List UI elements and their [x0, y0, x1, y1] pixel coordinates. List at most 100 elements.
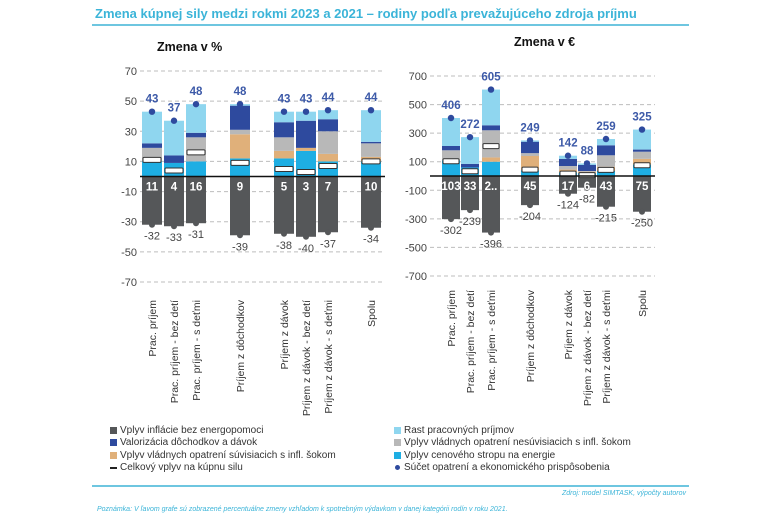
total-effect-marker	[633, 162, 651, 169]
bar-segment-valorization	[461, 163, 479, 168]
total-effect-marker	[578, 172, 596, 179]
legend-item-sum: Súčet opatrení a ekonomického prispôsobe…	[394, 462, 631, 475]
sum-dot	[302, 108, 310, 115]
x-category-label: Príjem z dávok - bez detí	[582, 290, 594, 406]
legend-label: Rast pracovných príjmov	[404, 424, 515, 436]
sum-label: 44	[322, 92, 335, 104]
bar-segment-inflation	[559, 176, 577, 194]
bar-segment-energy-cap	[142, 161, 162, 177]
total-effect-label: 11	[146, 182, 159, 194]
bar-end-dot	[281, 230, 287, 237]
x-category-label: Prac. príjem	[446, 290, 458, 347]
bar-end-dot	[237, 232, 243, 239]
legend-left: Vplyv inflácie bez energopomoci Valorizá…	[110, 424, 336, 474]
bar-segment-valorization	[296, 120, 316, 148]
bar-segment-wage-growth	[361, 110, 381, 142]
sum-dot	[564, 152, 572, 159]
y-tick-label: 50	[125, 96, 137, 108]
sum-dot	[466, 133, 474, 141]
bar-segment-wage-growth	[274, 111, 294, 123]
sum-dot	[447, 114, 455, 122]
y-tick-label: 10	[125, 156, 137, 168]
y-tick-label: 700	[409, 71, 427, 83]
legend-item-wage-growth: Rast pracovných príjmov	[394, 424, 631, 437]
total-effect-label: 103	[441, 181, 460, 193]
bar-segment-gov-non-infl	[633, 151, 651, 159]
x-category-label: Príjem z dôchodkov	[525, 289, 537, 382]
bar-segment-gov-non-infl	[442, 150, 460, 161]
footer-divider	[92, 485, 689, 487]
legend-label: Vplyv vládnych opatrení súvisiacich s in…	[120, 449, 336, 461]
sum-label: 37	[168, 103, 181, 115]
x-category-label: Spolu	[366, 300, 378, 327]
sum-label: 48	[234, 86, 247, 98]
sum-dot	[638, 126, 646, 133]
x-category-label: Spolu	[637, 290, 649, 317]
negative-label: -82	[579, 194, 595, 206]
x-category-label: Príjem z dávok - s deťmi	[601, 290, 613, 404]
bar-segment-gov-non-infl	[559, 166, 577, 170]
x-category-label: Prac. príjem	[147, 300, 159, 357]
total-effect-marker	[442, 158, 460, 165]
bar-end-dot	[527, 202, 533, 209]
total-effect-marker	[318, 162, 338, 169]
total-effect-marker	[142, 156, 162, 163]
bar-end-dot	[565, 190, 571, 197]
x-category-label: Prac. príjem - s deťmi	[486, 290, 498, 391]
negative-label: -38	[276, 240, 292, 252]
bar-end-dot	[488, 229, 494, 236]
negative-label: -39	[232, 241, 248, 253]
x-category-label: Prac. príjem - bez detí	[169, 300, 181, 403]
sum-dot	[236, 100, 244, 108]
bar-segment-valorization	[142, 143, 162, 148]
total-effect-marker	[597, 166, 615, 173]
total-effect-label: 6	[584, 181, 590, 193]
chart-title: Zmena kúpnej sily medzi rokmi 2023 a 202…	[95, 6, 637, 21]
legend-swatch-valorization	[110, 439, 117, 447]
legend-item-total: Celkový vplyv na kúpnu silu	[110, 462, 336, 475]
y-tick-label: -300	[405, 214, 427, 226]
bar-segment-valorization	[230, 105, 250, 130]
bar-segment-inflation	[461, 176, 479, 211]
legend-label: Celkový vplyv na kúpnu silu	[120, 462, 243, 474]
sum-label: 605	[481, 72, 501, 84]
bar-segment-inflation	[318, 176, 338, 233]
total-effect-label: 3	[303, 182, 309, 194]
total-effect-label: 33	[464, 181, 477, 193]
negative-label: -250	[631, 218, 653, 230]
bar-segment-valorization	[361, 141, 381, 144]
legend-item-gov-non-infl: Vplyv vládnych opatrení nesúvisiacich s …	[394, 437, 631, 450]
x-category-label: Príjem z dávok - bez detí	[301, 300, 313, 416]
bar-segment-wage-growth	[633, 129, 651, 150]
total-effect-label: 17	[562, 181, 575, 193]
negative-label: -124	[557, 200, 579, 212]
bar-segment-inflation	[578, 176, 596, 188]
negative-label: -31	[188, 229, 204, 241]
negative-label: -32	[144, 231, 160, 243]
bar-segment-energy-cap	[361, 161, 381, 177]
bar-segment-wage-growth	[164, 120, 184, 156]
total-effect-label: 16	[190, 182, 203, 194]
total-effect-label: 2..	[485, 181, 498, 193]
bar-segment-valorization	[318, 119, 338, 132]
negative-label: -215	[595, 213, 617, 225]
bar-segment-inflation	[296, 176, 316, 237]
negative-label: -302	[440, 225, 462, 237]
bar-segment-valorization	[633, 149, 651, 152]
y-tick-label: -100	[405, 185, 427, 197]
bar-segment-gov-non-infl	[597, 155, 615, 167]
legend-label: Vplyv cenového stropu na energie	[404, 449, 556, 461]
sum-label: 43	[300, 94, 313, 106]
bar-segment-gov-infl	[633, 158, 651, 165]
sum-label: 272	[460, 119, 479, 131]
bar-segment-wage-growth	[142, 111, 162, 144]
bar-segment-inflation	[482, 176, 500, 233]
bar-segment-energy-cap	[633, 164, 651, 176]
bar-segment-wage-growth	[442, 118, 460, 146]
legend-label: Vplyv vládnych opatrení nesúvisiacich s …	[404, 437, 631, 449]
bar-segment-valorization	[164, 155, 184, 163]
negative-label: -34	[363, 234, 379, 246]
bar-end-dot	[149, 221, 155, 228]
total-effect-marker	[274, 165, 294, 172]
